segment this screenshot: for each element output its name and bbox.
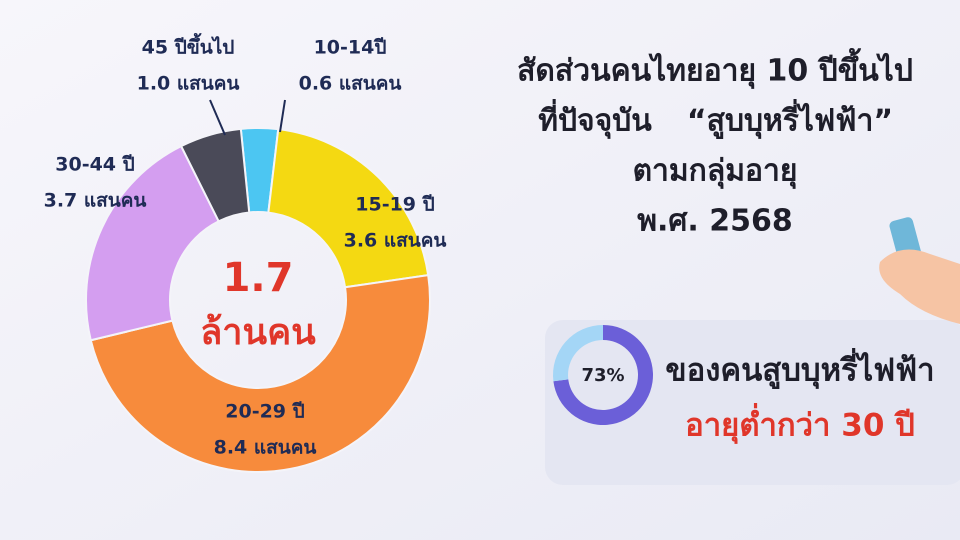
value-label: 3.6 แสนคน xyxy=(344,230,447,252)
donut-segment xyxy=(553,325,603,382)
summary-line: อายุต่ำกว่า 30 ปี xyxy=(685,403,915,445)
center-value: 1.7 xyxy=(223,255,294,301)
center-unit: ล้านคน xyxy=(200,312,316,353)
donut-segment xyxy=(89,273,431,473)
title-line: สัดส่วนคนไทยอายุ 10 ปีขึ้นไป xyxy=(517,48,913,90)
category-label: 30-44 ปี xyxy=(55,154,134,176)
value-label: 3.7 แสนคน xyxy=(44,190,147,212)
category-label: 45 ปีขึ้นไป xyxy=(142,33,235,59)
hand-illustration xyxy=(879,217,960,324)
donut-segment xyxy=(85,144,221,342)
category-label: 15-19 ปี xyxy=(355,194,434,216)
donut-segment xyxy=(267,128,430,289)
title-line: ที่ปัจจุบัน xyxy=(538,99,652,140)
title-line: พ.ศ. 2568 xyxy=(637,204,793,239)
leader-line xyxy=(209,99,226,136)
donut-segment xyxy=(553,325,653,425)
category-label: 20-29 ปี xyxy=(225,401,304,423)
value-label: 1.0 แสนคน xyxy=(137,73,240,95)
summary-value: 73% xyxy=(581,365,624,386)
value-label: 0.6 แสนคน xyxy=(299,73,402,95)
title-line: “สูบบุหรี่ไฟฟ้า” xyxy=(687,99,893,140)
donut-segment xyxy=(179,127,251,223)
summary-panel xyxy=(545,320,960,485)
leader-line xyxy=(279,99,286,133)
value-label: 8.4 แสนคน xyxy=(214,437,317,459)
title-line: ตามกลุ่มอายุ xyxy=(633,154,798,190)
category-label: 10-14ปี xyxy=(314,37,387,59)
summary-line: ของคนสูบบุหรี่ไฟฟ้า xyxy=(665,348,934,390)
